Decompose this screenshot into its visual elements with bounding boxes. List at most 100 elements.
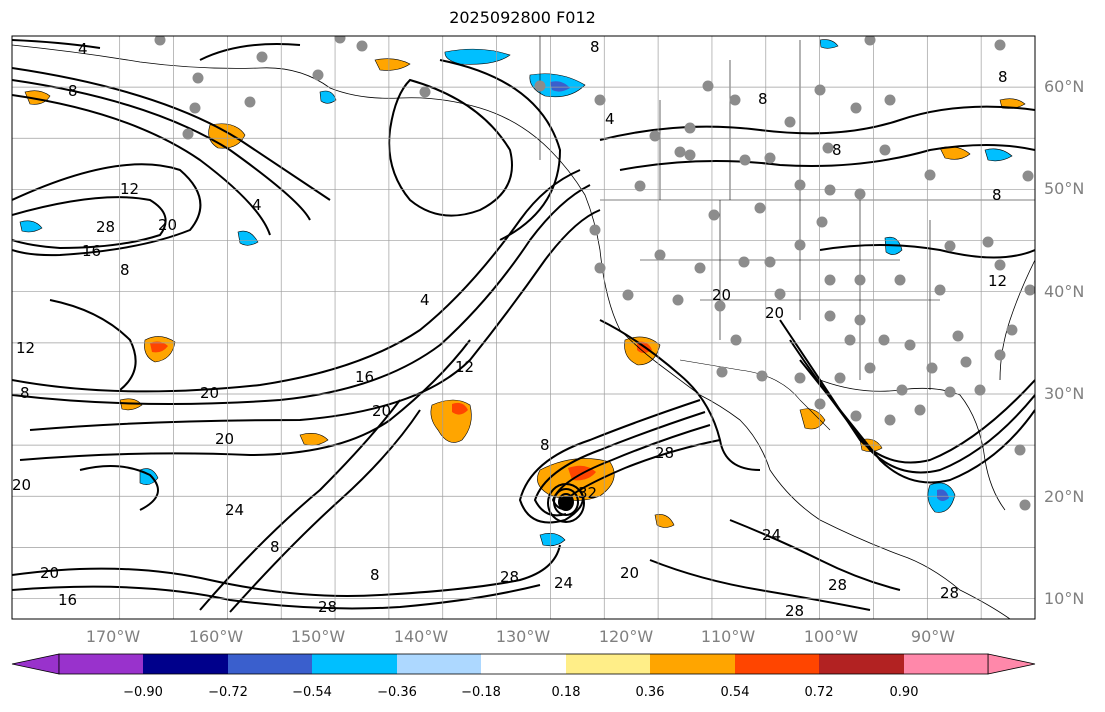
station-dot (714, 300, 726, 312)
station-dot (850, 410, 862, 422)
contour-line (547, 483, 585, 523)
colorbar-segment (312, 654, 397, 674)
colorbar-segment (59, 654, 143, 674)
station-dot (764, 256, 776, 268)
positive-patch (654, 514, 675, 528)
station-dot (154, 36, 166, 46)
station-dot (834, 372, 846, 384)
station-dot (994, 259, 1006, 271)
station-dot (982, 236, 994, 248)
station-dot (904, 339, 916, 351)
lat-label: 20°N (1044, 487, 1084, 506)
colorbar-outline (58, 653, 989, 675)
station-dot (854, 188, 866, 200)
gulf-coast (819, 379, 1006, 511)
contour-line (199, 399, 401, 611)
contour-label: 16 (355, 368, 374, 386)
station-dot (944, 240, 956, 252)
colorbar-left-extension (11, 653, 60, 675)
contour-label: 24 (554, 574, 573, 592)
contour-label: 20 (765, 304, 784, 322)
station-dot (854, 314, 866, 326)
station-dot (684, 122, 696, 134)
station-dot (192, 72, 204, 84)
station-dot (589, 224, 601, 236)
station-dot (896, 384, 908, 396)
strong-positive-patch (150, 341, 168, 353)
contour-label: 16 (58, 591, 77, 609)
contour-label: 28 (655, 444, 674, 462)
colorbar-tick-label: 0.18 (552, 685, 581, 700)
station-dot (814, 398, 826, 410)
station-dot (729, 94, 741, 106)
station-dot (824, 310, 836, 322)
station-dot (334, 36, 346, 44)
contour-line (12, 79, 311, 221)
lon-label: 160°W (189, 627, 244, 646)
contour-line (553, 488, 579, 516)
contour-label: 20 (158, 216, 177, 234)
strong-positive-patch (452, 402, 468, 415)
station-dot (256, 51, 268, 63)
contour-label: 12 (455, 358, 474, 376)
alaska-coast (12, 44, 1011, 619)
contour-line (565, 439, 721, 501)
contour-line (388, 78, 513, 217)
station-dot (879, 144, 891, 156)
contour-line (799, 359, 1035, 484)
station-dot (756, 370, 768, 382)
negative-patch (319, 90, 337, 104)
lon-label: 110°W (701, 627, 756, 646)
station-dot (716, 366, 728, 378)
colorbar: −0.90 −0.72 −0.54 −0.36 −0.18 0.18 0.36 … (11, 653, 1036, 700)
contour-label: 24 (225, 501, 244, 519)
colorbar-tick-label: −0.54 (292, 685, 332, 700)
contour-label: 4 (78, 40, 88, 58)
station-dot (754, 202, 766, 214)
contour-line (12, 184, 591, 405)
station-dot (774, 288, 786, 300)
contour-line (12, 163, 202, 257)
contour-line (819, 244, 1035, 259)
station-dot (594, 94, 606, 106)
map-title: 2025092800 F012 (449, 8, 596, 27)
colorbar-segment (481, 654, 566, 674)
contour-label: 8 (68, 82, 78, 100)
station-dot (816, 216, 828, 228)
contour-line (439, 59, 562, 241)
colorbar-tick-label: 0.72 (805, 685, 834, 700)
negative-patch (444, 48, 511, 65)
colorbar-tick-label: 0.36 (636, 685, 665, 700)
negative-patch (237, 230, 259, 246)
station-dot (764, 152, 776, 164)
contour-line (19, 339, 471, 461)
contour-line (199, 43, 301, 61)
contour-line (649, 559, 871, 611)
longitude-labels: 170°W 160°W 150°W 140°W 130°W 120°W 110°… (86, 627, 955, 646)
contour-label: 8 (20, 384, 30, 402)
lon-label: 150°W (291, 627, 346, 646)
contour-label: 28 (828, 576, 847, 594)
station-dot (1022, 170, 1034, 182)
contour-line (599, 105, 1035, 141)
station-dot (994, 39, 1006, 51)
contour-line (619, 144, 1035, 171)
contour-line (12, 39, 101, 49)
colorbar-ticks: −0.90 −0.72 −0.54 −0.36 −0.18 0.18 0.36 … (123, 685, 918, 700)
station-dot (974, 384, 986, 396)
contour-lines (12, 39, 1035, 613)
lon-label: 130°W (496, 627, 551, 646)
contour-line (729, 519, 901, 591)
storm-center (559, 496, 573, 510)
contour-label: 8 (370, 566, 380, 584)
contour-line (518, 399, 701, 524)
colorbar-segment (397, 654, 481, 674)
station-dot (994, 349, 1006, 361)
contour-label: 28 (318, 598, 337, 616)
station-dot (182, 128, 194, 140)
contour-label: 12 (16, 339, 35, 357)
station-dot (356, 40, 368, 52)
colorbar-right-extension (987, 653, 1036, 675)
us-mexico-border (679, 359, 831, 431)
colorbar-tick-label: −0.90 (123, 685, 163, 700)
